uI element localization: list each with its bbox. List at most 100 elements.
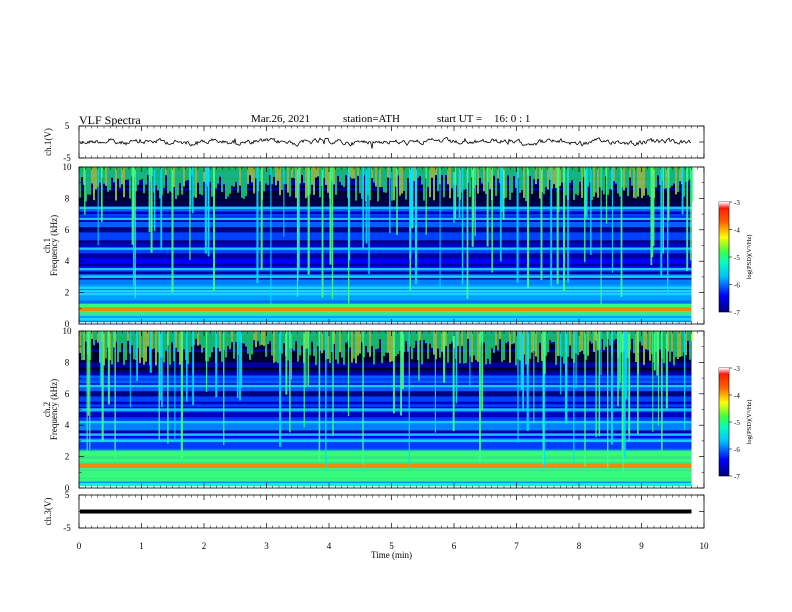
spectrogram-hiss <box>153 331 155 349</box>
spectrogram-hiss <box>373 167 375 183</box>
spectrogram-hiss <box>501 331 503 362</box>
spectrogram-hiss <box>641 167 643 199</box>
y-tick-label: 0 <box>65 483 70 493</box>
spectrogram-hiss <box>589 331 591 342</box>
spectrogram-hiss <box>543 167 545 195</box>
y-tick-label: 10 <box>63 326 73 336</box>
spectrogram-hiss <box>249 331 251 360</box>
spectrogram-row <box>79 388 692 392</box>
spectrogram-hiss <box>275 331 277 362</box>
spectrogram-hiss <box>129 167 131 199</box>
spectrogram-hiss <box>225 331 227 358</box>
sferic-streak <box>681 167 684 215</box>
spectrogram-hiss <box>189 331 191 353</box>
spectrogram-hiss <box>659 331 661 350</box>
sferic-streak <box>189 167 191 260</box>
sferic-streak <box>611 167 613 273</box>
spectrogram-hiss <box>631 331 633 339</box>
spectrogram-hiss <box>439 331 441 358</box>
spectrogram-hiss <box>497 167 499 179</box>
spectrogram-hiss <box>91 331 93 339</box>
x-tick-label: 1 <box>139 541 144 551</box>
spectrogram-row <box>79 242 692 246</box>
spectrogram-hiss <box>267 167 269 186</box>
spectrogram-band <box>79 286 692 290</box>
sferic-streak <box>661 331 663 451</box>
spectrogram-hiss <box>245 331 247 347</box>
sferic-streak <box>418 331 420 381</box>
sferic-streak <box>362 167 365 249</box>
spectrogram-hiss <box>643 167 645 196</box>
spectrogram-band <box>79 247 692 250</box>
spectrogram-hiss <box>447 331 449 363</box>
spectrogram-hiss <box>561 331 563 357</box>
y-tick-label: 8 <box>65 193 70 203</box>
spectrogram-hiss <box>339 167 341 182</box>
spectrogram-hiss <box>515 167 517 188</box>
spectrogram-hiss <box>553 331 555 342</box>
spectrogram-x-ticks <box>78 167 705 324</box>
y-tick-label: 10 <box>63 162 73 172</box>
spectrogram-hiss <box>521 167 523 190</box>
spectrogram-hiss <box>565 167 567 196</box>
spectrogram-hiss <box>397 167 399 176</box>
sferic-streak <box>174 331 176 439</box>
colorbar-tick-label: -5 <box>734 254 740 262</box>
spectrogram-hiss <box>259 331 261 346</box>
spectrogram-hiss <box>533 167 535 180</box>
spectrogram-hiss <box>315 167 317 178</box>
spectrogram-hiss <box>435 331 437 360</box>
spectrogram-hiss <box>105 167 107 186</box>
spectrogram-hiss <box>669 167 671 188</box>
spectrogram-hiss <box>269 167 271 176</box>
spectrogram-hiss <box>155 331 157 366</box>
sferic-streak <box>590 167 592 255</box>
spectrogram-row <box>79 203 692 207</box>
spectrogram-image <box>79 331 693 489</box>
spectrogram-row <box>79 378 692 382</box>
spectrogram-hiss <box>299 167 301 184</box>
y-tick-label: 6 <box>65 225 70 235</box>
spectrogram-hiss <box>615 167 617 184</box>
spectrogram-hiss <box>403 167 405 191</box>
spectrogram-hiss <box>481 167 483 184</box>
spectrogram-hiss <box>233 167 235 187</box>
sferic-streak <box>618 331 621 389</box>
x-tick-label: 3 <box>264 541 269 551</box>
spectrogram-row <box>79 362 692 366</box>
spectrogram-hiss <box>451 167 453 189</box>
spectrogram-hiss <box>539 331 541 343</box>
spectrogram-hiss <box>497 331 499 351</box>
spectrogram-hiss <box>441 167 443 175</box>
spectrogram-hiss <box>127 331 129 341</box>
spectrogram-row <box>79 237 692 241</box>
spectrogram-row <box>79 208 692 212</box>
spectrogram-row <box>79 367 692 371</box>
ch1-trace <box>79 136 692 149</box>
spectrogram-hiss <box>337 331 339 364</box>
spectrogram-hiss <box>597 167 599 198</box>
spectrogram-hiss <box>571 331 573 359</box>
spectrogram-hiss <box>213 331 215 348</box>
sferic-streak <box>653 331 656 371</box>
sferic-streak <box>652 167 655 246</box>
spectrogram-hiss <box>157 167 159 191</box>
spectrogram-hiss <box>365 331 367 346</box>
sferic-streak <box>667 167 670 221</box>
colorbar-scale <box>718 201 730 313</box>
spectrogram-hiss <box>633 167 635 198</box>
sferic-streak <box>318 331 321 463</box>
spectrogram-row <box>79 195 692 199</box>
spectrogram-hiss <box>95 167 97 190</box>
spectrogram-hiss <box>333 331 335 344</box>
spectrogram-hiss <box>467 331 469 339</box>
sferic-streak <box>208 167 210 240</box>
spectrogram-hiss <box>625 167 627 188</box>
sferic-streak <box>610 331 613 445</box>
spectrogram-hiss <box>211 331 213 353</box>
spectrogram-hiss <box>553 167 555 185</box>
sferic-streak <box>97 167 99 246</box>
spectrogram-hiss <box>609 331 611 346</box>
spectrogram-hiss <box>503 331 505 360</box>
spectrogram-hiss <box>507 167 509 176</box>
